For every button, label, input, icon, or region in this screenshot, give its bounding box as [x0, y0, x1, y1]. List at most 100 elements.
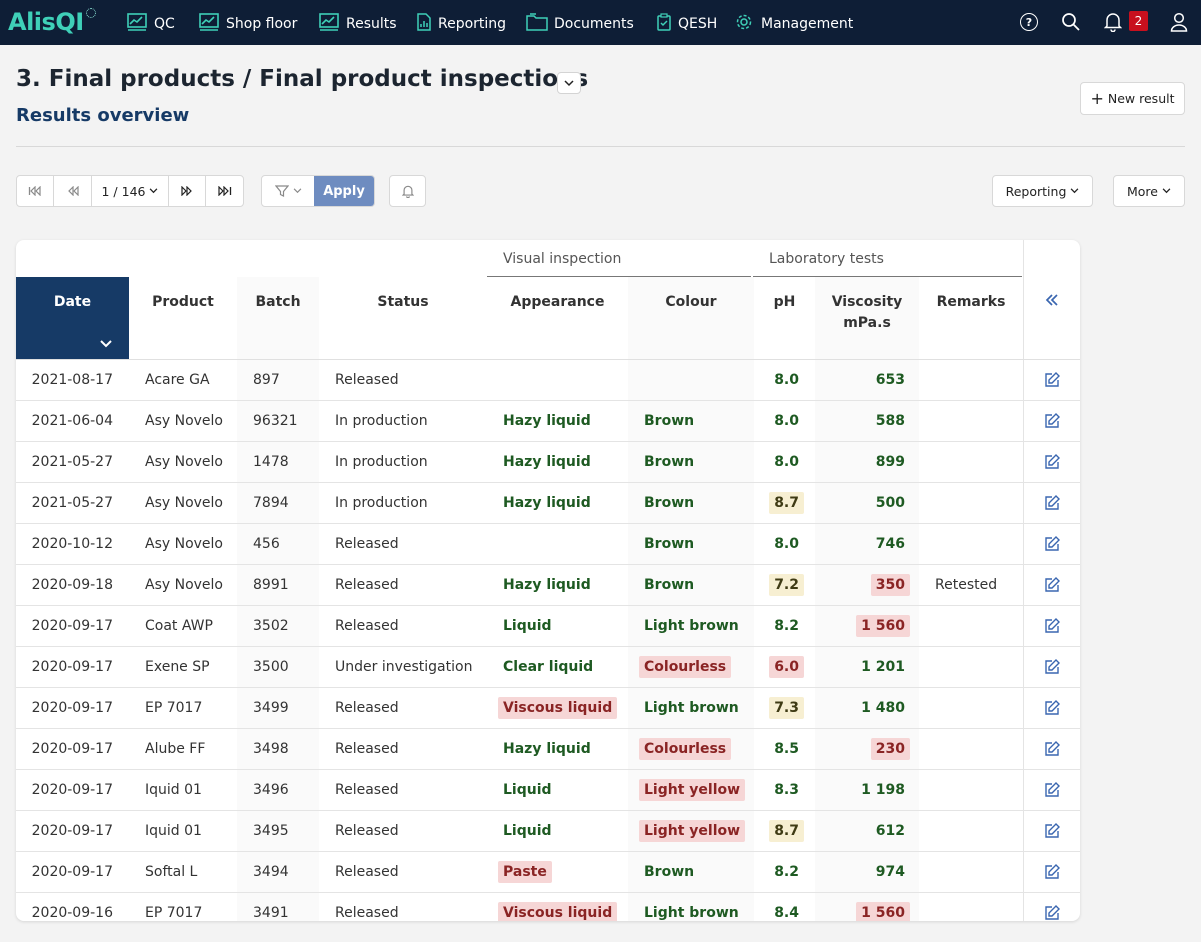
- bell-icon[interactable]: [1101, 10, 1125, 34]
- title-dropdown-button[interactable]: [557, 72, 581, 94]
- ph-value: 8.0: [774, 536, 799, 552]
- cell-viscosity: 1 480: [815, 688, 919, 728]
- edit-row-button[interactable]: [1023, 647, 1080, 687]
- column-header-product[interactable]: Product: [152, 294, 214, 310]
- nav-item-qesh[interactable]: QESH: [656, 10, 717, 38]
- help-icon[interactable]: ?: [1017, 10, 1041, 34]
- filter-dropdown-button[interactable]: [262, 176, 314, 206]
- apply-button[interactable]: Apply: [314, 176, 374, 206]
- edit-row-button[interactable]: [1023, 811, 1080, 851]
- first-page-button[interactable]: [17, 176, 54, 206]
- cell-date: 2021-05-27: [31, 454, 113, 470]
- cell-remarks: [919, 852, 1023, 892]
- cell-ph: 8.0: [755, 360, 815, 400]
- cell-remarks: [919, 401, 1023, 441]
- cell-date: 2020-09-17: [31, 700, 113, 716]
- nav-item-qc[interactable]: QC: [126, 10, 175, 38]
- cell-viscosity: 1 560: [815, 893, 919, 921]
- colour-value: Light yellow: [639, 779, 746, 801]
- column-shade: [237, 606, 319, 646]
- edit-row-button[interactable]: [1023, 360, 1080, 400]
- nav-item-shop-floor[interactable]: Shop floor: [198, 10, 297, 38]
- chevron-down-icon: [293, 188, 301, 194]
- table-row[interactable]: 2020-09-17 Alube FF 3498 Released Hazy liqui…: [16, 729, 1080, 770]
- column-header-status[interactable]: Status: [377, 294, 429, 310]
- search-icon[interactable]: [1059, 10, 1083, 34]
- column-header-remarks[interactable]: Remarks: [936, 294, 1006, 310]
- column-header-appearance[interactable]: Appearance: [510, 294, 605, 310]
- edit-row-button[interactable]: [1023, 729, 1080, 769]
- column-header-viscosity[interactable]: Viscosity mPa.s: [815, 277, 919, 359]
- colour-value: Light brown: [644, 700, 739, 716]
- cell-product: Alube FF: [145, 741, 206, 757]
- app-logo[interactable]: AlisQI: [8, 8, 84, 36]
- column-header-date[interactable]: Date: [16, 277, 129, 359]
- table-row[interactable]: 2021-08-17 Acare GA 897 Released 8.0 653: [16, 360, 1080, 401]
- last-page-button[interactable]: [206, 176, 243, 206]
- nav-item-documents[interactable]: Documents: [526, 10, 634, 38]
- reporting-dropdown-button[interactable]: Reporting: [992, 175, 1093, 207]
- table-row[interactable]: 2020-09-17 Softal L 3494 Released Paste Brown…: [16, 852, 1080, 893]
- alert-button[interactable]: [389, 175, 426, 207]
- table-row[interactable]: 2021-05-27 Asy Novelo 1478 In production Haz…: [16, 442, 1080, 483]
- cell-appearance: Viscous liquid: [487, 893, 628, 921]
- table-row[interactable]: 2021-05-27 Asy Novelo 7894 In production Haz…: [16, 483, 1080, 524]
- edit-row-button[interactable]: [1023, 688, 1080, 728]
- column-shade: [628, 893, 754, 921]
- edit-row-button[interactable]: [1023, 483, 1080, 523]
- chart-icon: [126, 12, 148, 36]
- viscosity-value: 1 198: [861, 782, 905, 798]
- nav-item-results[interactable]: Results: [318, 10, 397, 38]
- table-row[interactable]: 2020-09-16 EP 7017 3491 Released Viscous liq…: [16, 893, 1080, 921]
- cell-colour: Brown: [628, 401, 754, 441]
- nav-item-management[interactable]: Management: [733, 10, 853, 38]
- edit-row-button[interactable]: [1023, 893, 1080, 921]
- cell-viscosity: 974: [815, 852, 919, 892]
- nav-item-reporting[interactable]: Reporting: [416, 10, 506, 38]
- viscosity-value: 500: [875, 495, 905, 511]
- edit-row-button[interactable]: [1023, 401, 1080, 441]
- column-header-colour[interactable]: Colour: [628, 277, 754, 359]
- table-row[interactable]: 2020-09-17 Iquid 01 3495 Released Liquid Ligh…: [16, 811, 1080, 852]
- table-row[interactable]: 2020-10-12 Asy Novelo 456 Released Brown 8.0 7…: [16, 524, 1080, 565]
- table-row[interactable]: 2020-09-17 Coat AWP 3502 Released Liquid Ligh…: [16, 606, 1080, 647]
- edit-row-button[interactable]: [1023, 606, 1080, 646]
- edit-row-button[interactable]: [1023, 770, 1080, 810]
- column-header-ph[interactable]: pH: [773, 294, 796, 310]
- edit-row-button[interactable]: [1023, 524, 1080, 564]
- table-row[interactable]: 2021-06-04 Asy Novelo 96321 In production Ha…: [16, 401, 1080, 442]
- appearance-value: Clear liquid: [503, 659, 594, 675]
- collapse-columns-button[interactable]: [1023, 240, 1080, 359]
- column-header-date-label: Date: [53, 294, 92, 310]
- table-row[interactable]: 2020-09-18 Asy Novelo 8991 Released Hazy liq…: [16, 565, 1080, 606]
- user-icon[interactable]: [1167, 10, 1191, 34]
- next-page-button[interactable]: [169, 176, 206, 206]
- cell-appearance: Clear liquid: [487, 647, 628, 687]
- table-row[interactable]: 2020-09-17 EP 7017 3499 Released Viscous liq…: [16, 688, 1080, 729]
- cell-status: Released: [335, 905, 399, 921]
- cell-ph: 8.2: [755, 852, 815, 892]
- edit-row-button[interactable]: [1023, 442, 1080, 482]
- ph-value: 8.2: [774, 864, 799, 880]
- more-dropdown-button[interactable]: More: [1113, 175, 1185, 207]
- cell-viscosity: 612: [815, 811, 919, 851]
- fast-forward-icon: [181, 186, 192, 196]
- edit-row-button[interactable]: [1023, 565, 1080, 605]
- column-header-batch[interactable]: Batch: [237, 277, 319, 359]
- cell-batch: 456: [253, 536, 280, 552]
- table-row[interactable]: 2020-09-17 Exene SP 3500 Under investigatio…: [16, 647, 1080, 688]
- column-shade: [237, 770, 319, 810]
- cell-remarks: [919, 524, 1023, 564]
- new-result-button[interactable]: + New result: [1080, 82, 1185, 115]
- column-shade: [237, 483, 319, 523]
- edit-row-button[interactable]: [1023, 852, 1080, 892]
- ph-value: 8.5: [774, 741, 799, 757]
- colour-value: Light brown: [644, 905, 739, 921]
- viscosity-value: 1 560: [856, 902, 910, 921]
- table-row[interactable]: 2020-09-17 Iquid 01 3496 Released Liquid Ligh…: [16, 770, 1080, 811]
- page-selector[interactable]: 1 / 146: [92, 176, 169, 206]
- column-shade: [815, 852, 919, 892]
- viscosity-value: 899: [875, 454, 905, 470]
- previous-page-button[interactable]: [54, 176, 92, 206]
- cell-status: Under investigation: [335, 659, 473, 675]
